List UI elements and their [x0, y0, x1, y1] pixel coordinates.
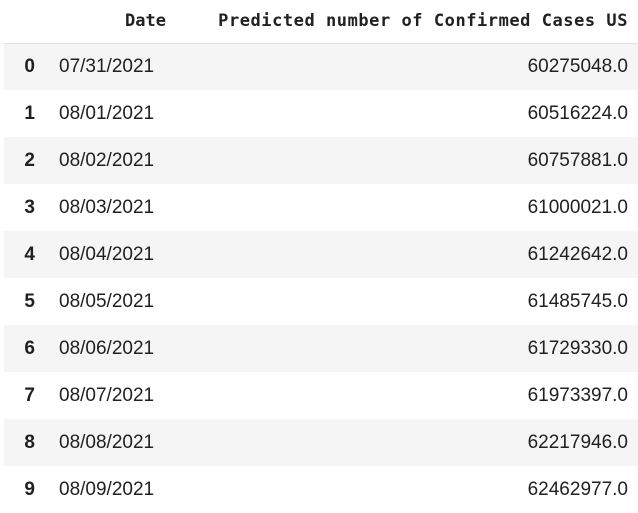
- predicted-cases-cell: 61729330.0: [527, 337, 628, 359]
- table-row: 3 08/03/2021 61000021.0: [4, 184, 638, 231]
- predicted-cases-cell: 60757881.0: [527, 149, 628, 171]
- date-cell: 08/06/2021: [59, 337, 155, 359]
- row-index: 9: [24, 478, 35, 500]
- date-cell: 08/04/2021: [59, 243, 155, 265]
- row-index: 1: [24, 102, 35, 124]
- table-body: 0 07/31/2021 60275048.0 1 08/01/2021 605…: [4, 43, 638, 513]
- date-cell: 07/31/2021: [59, 55, 155, 77]
- predicted-cases-cell: 62217946.0: [527, 431, 628, 453]
- header-row: Date Predicted number of Confirmed Cases…: [4, 0, 638, 44]
- row-index: 6: [24, 337, 35, 359]
- date-cell: 08/03/2021: [59, 196, 155, 218]
- predicted-cases-cell: 60516224.0: [527, 102, 628, 124]
- dataframe-table: Date Predicted number of Confirmed Cases…: [4, 0, 638, 513]
- predicted-cases-cell: 61242642.0: [527, 243, 628, 265]
- predicted-cases-cell: 62462977.0: [527, 478, 628, 500]
- table-row: 4 08/04/2021 61242642.0: [4, 231, 638, 278]
- table-row: 1 08/01/2021 60516224.0: [4, 90, 638, 137]
- row-index: 8: [24, 431, 35, 453]
- date-cell: 08/09/2021: [59, 478, 155, 500]
- table-row: 9 08/09/2021 62462977.0: [4, 466, 638, 513]
- date-cell: 08/05/2021: [59, 290, 155, 312]
- predicted-cases-cell: 61973397.0: [527, 384, 628, 406]
- table-header: Date Predicted number of Confirmed Cases…: [4, 0, 638, 44]
- table-row: 5 08/05/2021 61485745.0: [4, 278, 638, 325]
- date-cell: 08/02/2021: [59, 149, 155, 171]
- row-index: 2: [24, 149, 35, 171]
- predicted-cases-column-header: Predicted number of Confirmed Cases US: [177, 0, 638, 44]
- index-column-header: [4, 0, 51, 44]
- predicted-cases-cell: 60275048.0: [527, 55, 628, 77]
- row-index: 4: [24, 243, 35, 265]
- predicted-cases-cell: 61485745.0: [527, 290, 628, 312]
- table-row: 7 08/07/2021 61973397.0: [4, 372, 638, 419]
- date-column-header: Date: [51, 0, 177, 44]
- row-index: 5: [24, 290, 35, 312]
- date-cell: 08/01/2021: [59, 102, 155, 124]
- table-row: 2 08/02/2021 60757881.0: [4, 137, 638, 184]
- date-cell: 08/07/2021: [59, 384, 155, 406]
- table-row: 0 07/31/2021 60275048.0: [4, 43, 638, 90]
- predicted-cases-cell: 61000021.0: [527, 196, 628, 218]
- row-index: 7: [24, 384, 35, 406]
- table-row: 6 08/06/2021 61729330.0: [4, 325, 638, 372]
- row-index: 0: [24, 55, 35, 77]
- date-cell: 08/08/2021: [59, 431, 155, 453]
- row-index: 3: [24, 196, 35, 218]
- table-row: 8 08/08/2021 62217946.0: [4, 419, 638, 466]
